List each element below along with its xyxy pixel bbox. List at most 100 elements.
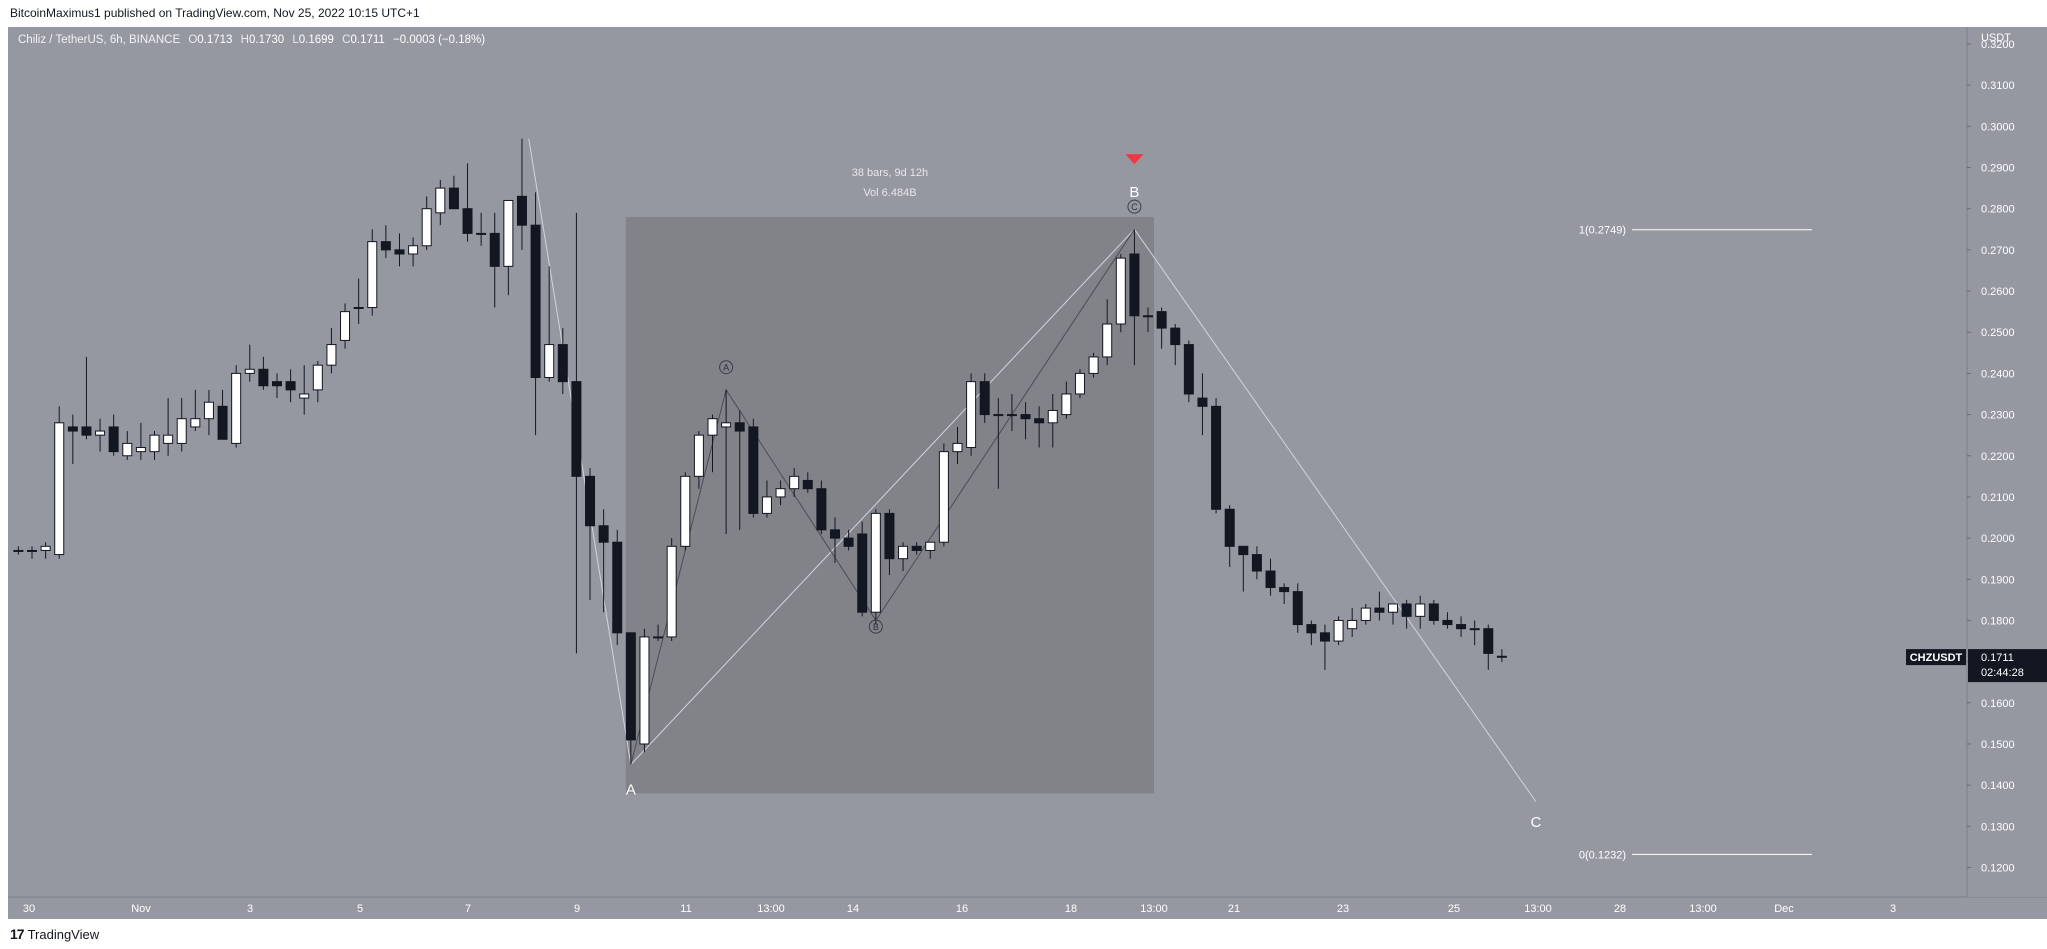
candle xyxy=(299,365,310,415)
time-tick-label: 3 xyxy=(1890,903,1896,915)
candle-body xyxy=(1143,315,1154,318)
candle-body xyxy=(1020,414,1031,420)
candle-body xyxy=(993,414,1004,417)
symbol-legend: Chiliz / TetherUS, 6h, BINANCE O0.1713 H… xyxy=(18,34,485,46)
candle-body xyxy=(190,418,201,428)
price-tick-label: 0.1800 xyxy=(1981,615,2015,627)
candle-body xyxy=(898,545,909,560)
candle-body xyxy=(1265,570,1276,589)
candle xyxy=(1483,624,1494,670)
candle-body xyxy=(1156,311,1167,329)
candle-body xyxy=(857,533,868,613)
candle xyxy=(1170,323,1181,366)
candle-body xyxy=(476,232,487,235)
candle xyxy=(340,303,351,349)
candle xyxy=(979,373,990,423)
candle-body xyxy=(816,488,827,531)
candle-body xyxy=(775,488,786,498)
tradingview-logo-icon: 17 xyxy=(10,926,25,942)
wave-subwave-label-4: B xyxy=(873,622,879,632)
time-tick-label: 18 xyxy=(1065,903,1077,915)
candle-body xyxy=(1306,624,1317,634)
candle xyxy=(557,328,568,394)
candle-body xyxy=(544,344,555,379)
candle xyxy=(721,389,732,534)
candle xyxy=(1088,352,1099,378)
time-tick-label: 13:00 xyxy=(1689,903,1717,915)
candle-body xyxy=(979,381,990,416)
candle xyxy=(1061,381,1072,419)
candlestick-chart[interactable]: 38 bars, 9d 12h Vol 6.484B 1(0.2749) 0(0.12… xyxy=(0,27,2047,919)
price-tick-label: 0.2100 xyxy=(1981,492,2015,504)
candle-body xyxy=(557,344,568,383)
price-axis xyxy=(1968,27,2047,897)
time-tick-label: 11 xyxy=(680,903,691,915)
time-tick-label: 13:00 xyxy=(1524,903,1552,915)
time-tick-label: 13:00 xyxy=(757,903,785,915)
candle-body xyxy=(748,426,759,514)
candle xyxy=(1360,603,1371,625)
published-text: BitcoinMaximus1 published on TradingView… xyxy=(10,6,420,20)
fib-level-label-0: 1(0.2749) xyxy=(1579,225,1626,237)
candle-body xyxy=(666,545,677,638)
candle-body xyxy=(421,208,432,247)
legend-symbol[interactable]: Chiliz / TetherUS, 6h, BINANCE xyxy=(18,34,181,46)
candle xyxy=(612,529,623,646)
candle xyxy=(911,542,922,555)
sell-marker-icon xyxy=(1125,154,1144,165)
candle xyxy=(734,410,745,530)
candle-body xyxy=(1319,632,1330,642)
candle xyxy=(516,138,527,250)
candle-body xyxy=(1224,508,1235,547)
candle-body xyxy=(1496,655,1507,658)
tradingview-logo[interactable]: 17 TradingView xyxy=(10,926,99,942)
candle xyxy=(367,229,378,316)
candle-body xyxy=(802,479,813,490)
candle xyxy=(217,389,228,440)
candle-body xyxy=(680,475,691,547)
price-countdown-label: 02:44:28 xyxy=(1981,667,2024,679)
time-axis xyxy=(8,898,2047,919)
footer: 17 TradingView xyxy=(0,919,2047,949)
candle xyxy=(231,365,242,448)
time-tick-label: 9 xyxy=(574,903,580,915)
price-tick-label: 0.2900 xyxy=(1981,163,2015,175)
candle-body xyxy=(1333,619,1344,642)
time-tick-label: Dec xyxy=(1774,903,1794,915)
candle xyxy=(530,192,541,436)
candle xyxy=(1428,599,1439,625)
candle-body xyxy=(721,422,732,428)
candle xyxy=(149,431,160,460)
candle-body xyxy=(830,529,840,539)
candle-body xyxy=(435,187,446,214)
candle-body xyxy=(285,381,296,391)
candle xyxy=(1388,603,1399,625)
candle-body xyxy=(1088,356,1099,374)
price-tick-label: 0.2000 xyxy=(1981,533,2015,545)
price-symbol-label: CHZUSDT xyxy=(1910,652,1963,664)
candle-body xyxy=(1183,344,1194,395)
candle xyxy=(884,509,895,576)
candle-body xyxy=(707,418,718,436)
candle-body xyxy=(408,245,419,255)
candle-body xyxy=(693,434,704,477)
candle xyxy=(95,418,106,452)
candle-body xyxy=(67,426,78,432)
time-tick-label: 16 xyxy=(956,903,968,915)
candle xyxy=(271,373,282,399)
candle xyxy=(489,212,500,308)
candle xyxy=(1238,545,1249,592)
candle xyxy=(966,373,977,456)
candle-body xyxy=(1238,545,1249,556)
candle xyxy=(870,509,881,625)
candle xyxy=(748,418,759,518)
legend-low-label: L xyxy=(292,34,299,46)
candle xyxy=(1442,612,1453,629)
price-tick-label: 0.2300 xyxy=(1981,410,2015,422)
candle-body xyxy=(1102,323,1113,358)
candle xyxy=(1006,393,1017,432)
date-range-rectangle xyxy=(625,216,1155,794)
candle-body xyxy=(1360,607,1371,621)
left-border xyxy=(0,27,8,919)
time-tick-label: Nov xyxy=(131,903,151,915)
